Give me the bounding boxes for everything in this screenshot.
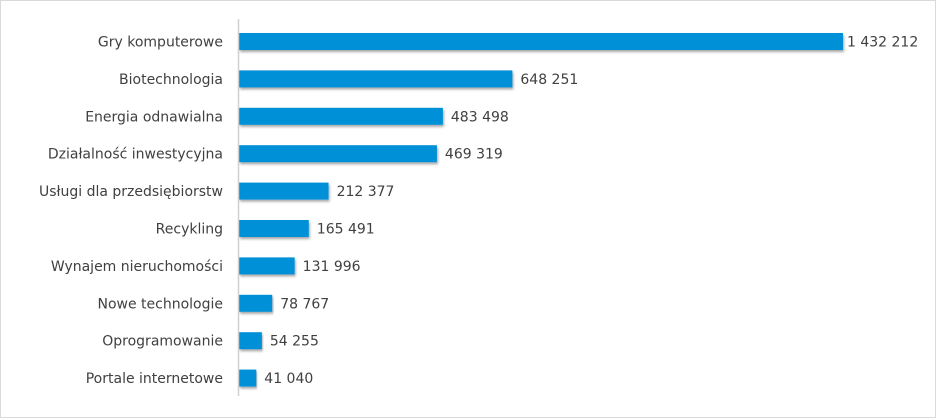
bar: [239, 182, 329, 200]
data-label: 1 432 212: [847, 35, 918, 51]
category-label: Gry komputerowe: [98, 35, 223, 51]
data-label: 648 251: [520, 72, 578, 88]
data-label: 469 319: [445, 147, 503, 163]
data-label: 212 377: [337, 184, 395, 200]
bar: [239, 107, 443, 125]
bar: [239, 369, 257, 387]
category-label: Działalność inwestycyjna: [48, 147, 223, 163]
bar: [239, 145, 437, 163]
category-label: Oprogramowanie: [102, 334, 223, 350]
category-label: Biotechnologia: [119, 72, 223, 88]
category-label: Usługi dla przedsiębiorstw: [39, 184, 223, 200]
category-label: Wynajem nieruchomości: [51, 259, 223, 275]
data-label: 131 996: [303, 259, 361, 275]
category-label: Portale internetowe: [86, 371, 223, 387]
data-label: 78 767: [280, 296, 329, 312]
data-label: 483 498: [451, 109, 509, 125]
bar: [239, 70, 513, 88]
category-label: Nowe technologie: [97, 296, 223, 312]
bar: [239, 220, 309, 237]
data-label: 165 491: [317, 222, 375, 238]
category-label: Energia odnawialna: [85, 109, 223, 125]
bar: [239, 294, 273, 312]
data-label: 54 255: [270, 334, 319, 350]
data-label: 41 040: [264, 371, 313, 387]
bar: [239, 332, 262, 350]
bar: [239, 33, 843, 50]
bar: [239, 257, 295, 275]
category-label: Recykling: [156, 222, 223, 238]
